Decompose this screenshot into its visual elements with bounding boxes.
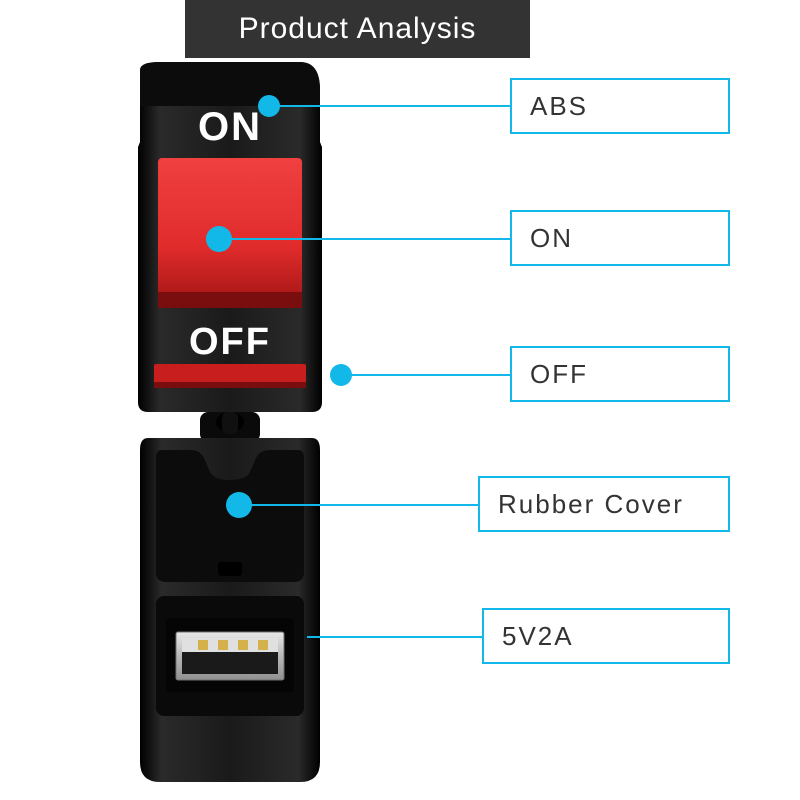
callout-line-abs (278, 105, 510, 107)
callout-text-on: ON (530, 223, 573, 254)
callout-text-usb: 5V2A (502, 621, 574, 652)
callout-label-off: OFF (510, 346, 730, 402)
title-text: Product Analysis (239, 12, 477, 46)
device-off-text: OFF (189, 321, 271, 363)
callout-text-rubber: Rubber Cover (498, 489, 684, 520)
callout-text-abs: ABS (530, 91, 588, 122)
callout-dot-abs (258, 95, 280, 117)
callout-label-on: ON (510, 210, 730, 266)
product-illustration: ON OFF (100, 62, 360, 792)
callout-label-rubber: Rubber Cover (478, 476, 730, 532)
callout-dot-rubber (226, 492, 252, 518)
callout-label-usb: 5V2A (482, 608, 730, 664)
callout-line-on (230, 238, 510, 240)
callout-line-off (350, 374, 510, 376)
callout-text-off: OFF (530, 359, 588, 390)
callout-label-abs: ABS (510, 78, 730, 134)
device-on-text: ON (198, 105, 262, 149)
callout-dot-on (206, 226, 232, 252)
callout-line-rubber (250, 504, 478, 506)
title-bar: Product Analysis (185, 0, 530, 58)
product-svg: ON OFF (100, 62, 360, 792)
callout-line-usb (307, 636, 482, 638)
callout-dot-off (330, 364, 352, 386)
